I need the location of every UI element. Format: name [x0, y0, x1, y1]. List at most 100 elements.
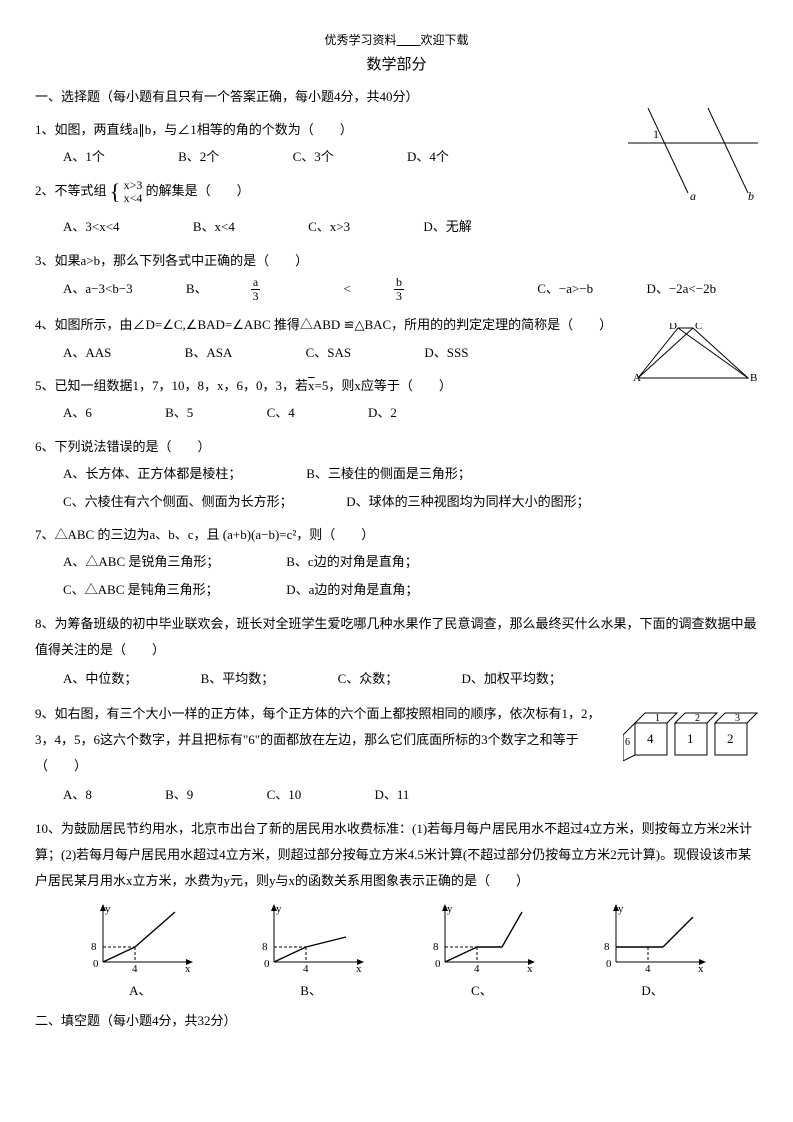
section-1-heading: 一、选择题（每小题有且只有一个答案正确，每小题4分，共40分） [35, 85, 758, 108]
svg-text:y: y [105, 903, 111, 915]
q9-opt-d: D、11 [374, 783, 409, 806]
q5-opt-a: A、6 [63, 401, 92, 424]
q2-opt-d: D、无解 [423, 215, 471, 238]
question-4: 4、如图所示，由∠D=∠C,∠BAD=∠ABC 推得△ABD ≌△BAC，所用的… [35, 313, 758, 364]
header-note: 优秀学习资料 欢迎下载 [35, 30, 758, 52]
q8-text: 8、为筹备班级的初中毕业联欢会，班长对全班学生爱吃哪几种水果作了民意调查，那么最… [35, 611, 758, 663]
svg-text:x: x [698, 963, 704, 972]
q10-opt-a: A、 [85, 979, 195, 1002]
q2-opt-b: B、x<4 [193, 215, 235, 238]
q1-opt-a: A、1个 [63, 145, 105, 168]
q4-opt-c: C、SAS [306, 341, 352, 364]
q3-opt-d: D、−2a<−2b [646, 277, 716, 300]
q8-opt-c: C、众数； [338, 667, 399, 690]
svg-text:0: 0 [606, 958, 612, 970]
q3-options: A、a−3<b−3 B、 a3 < b3 C、−a>−b D、−2a<−2b [63, 276, 758, 303]
q10-graph-c: y x 0 8 4 [427, 902, 537, 972]
q2-ineq1: x>3 [124, 179, 143, 192]
svg-text:2: 2 [695, 713, 700, 724]
section-2-heading: 二、填空题（每小题4分，共32分） [35, 1009, 758, 1032]
svg-text:3: 3 [735, 713, 740, 724]
question-1: 1、如图，两直线a∥b，与∠1相等的角的个数为（ ） A、1个 B、2个 C、3… [35, 118, 758, 169]
q10-graph-d: y x 0 8 4 [598, 902, 708, 972]
q6-opt-d: D、球体的三种视图均为同样大小的图形； [346, 490, 589, 513]
q7-opt-d: D、a边的对角是直角； [286, 578, 486, 601]
q10-opt-d: D、 [598, 979, 708, 1002]
q2-ineq2: x<4 [124, 192, 143, 205]
q10-opt-b: B、 [256, 979, 366, 1002]
svg-text:x: x [356, 963, 362, 972]
svg-text:0: 0 [435, 958, 441, 970]
question-10: 10、为鼓励居民节约用水，北京市出台了新的居民用水收费标准：(1)若每月每户居民… [35, 816, 758, 1003]
svg-text:C: C [695, 323, 702, 332]
q1-opt-d: D、4个 [407, 145, 449, 168]
q3-opt-a: A、a−3<b−3 [63, 277, 133, 300]
question-3: 3、如果a>b，那么下列各式中正确的是（ ） A、a−3<b−3 B、 a3 <… [35, 249, 758, 304]
q2-suffix: 的解集是（ ） [146, 183, 250, 198]
q9-opt-b: B、9 [165, 783, 193, 806]
q7-opt-c: C、△ABC 是钝角三角形； [63, 578, 243, 601]
svg-text:8: 8 [604, 941, 610, 953]
svg-text:x: x [527, 963, 533, 972]
q6-options: A、长方体、正方体都是棱柱； B、三棱住的侧面是三角形； C、六棱住有六个侧面、… [63, 462, 758, 513]
svg-text:2: 2 [727, 731, 734, 746]
q2-options: A、3<x<4 B、x<4 C、x>3 D、无解 [63, 215, 758, 238]
q5-options: A、6 B、5 C、4 D、2 [63, 401, 758, 424]
svg-text:0: 0 [264, 958, 270, 970]
question-8: 8、为筹备班级的初中毕业联欢会，班长对全班学生爱吃哪几种水果作了民意调查，那么最… [35, 611, 758, 690]
svg-text:4: 4 [647, 731, 654, 746]
q5-opt-b: B、5 [165, 401, 193, 424]
question-9: 9、如右图，有三个大小一样的正方体，每个正方体的六个面上都按照相同的顺序，依次标… [35, 701, 758, 806]
svg-text:x: x [185, 963, 191, 972]
q2-opt-c: C、x>3 [308, 215, 350, 238]
q7-opt-b: B、c边的对角是直角； [286, 550, 486, 573]
svg-text:D: D [669, 323, 677, 332]
q10-graphs: y x 0 8 4 A、 y x 0 8 4 B、 [55, 902, 738, 1003]
brace-icon: { [110, 182, 121, 202]
q9-options: A、8 B、9 C、10 D、11 [63, 783, 758, 806]
q5-prefix: 5、已知一组数据1，7，10，8，x，6，0，3，若 [35, 378, 308, 393]
question-7: 7、△ABC 的三边为a、b、c，且 (a+b)(a−b)=c²，则（ ） A、… [35, 523, 758, 601]
q6-opt-b: B、三棱住的侧面是三角形； [306, 462, 506, 485]
svg-text:8: 8 [91, 941, 97, 953]
question-6: 6、下列说法错误的是（ ） A、长方体、正方体都是棱柱； B、三棱住的侧面是三角… [35, 435, 758, 513]
svg-text:0: 0 [93, 958, 99, 970]
question-2: 2、不等式组 { x>3 x<4 的解集是（ ） A、3<x<4 B、x<4 C… [35, 179, 758, 239]
question-5: 5、已知一组数据1，7，10，8，x，6，0，3，若x=5，则x应等于（ ） A… [35, 374, 758, 425]
svg-text:y: y [447, 903, 453, 915]
q2-opt-a: A、3<x<4 [63, 215, 120, 238]
svg-text:y: y [276, 903, 282, 915]
q4-opt-a: A、AAS [63, 341, 111, 364]
q6-text: 6、下列说法错误的是（ ） [35, 435, 758, 458]
q1-opt-b: B、2个 [178, 145, 219, 168]
q10-graph-b: y x 0 8 4 [256, 902, 366, 972]
svg-text:1: 1 [655, 713, 660, 724]
svg-text:4: 4 [474, 963, 480, 972]
q9-opt-c: C、10 [267, 783, 302, 806]
svg-text:6: 6 [625, 737, 630, 748]
q4-opt-b: B、ASA [185, 341, 233, 364]
q6-opt-c: C、六棱住有六个侧面、侧面为长方形； [63, 490, 303, 513]
q3-opt-c: C、−a>−b [537, 277, 593, 300]
svg-text:4: 4 [645, 963, 651, 972]
q7-opt-a: A、△ABC 是锐角三角形； [63, 550, 243, 573]
q7-options: A、△ABC 是锐角三角形； B、c边的对角是直角； C、△ABC 是钝角三角形… [63, 550, 758, 601]
q6-opt-a: A、长方体、正方体都是棱柱； [63, 462, 263, 485]
svg-text:8: 8 [262, 941, 268, 953]
q9-opt-a: A、8 [63, 783, 92, 806]
q8-opt-b: B、平均数； [201, 667, 275, 690]
q7-text: 7、△ABC 的三边为a、b、c，且 (a+b)(a−b)=c²，则（ ） [35, 523, 758, 546]
q10-opt-c: C、 [427, 979, 537, 1002]
q5-eq: =5 [315, 378, 329, 393]
q2-prefix: 2、不等式组 [35, 183, 107, 198]
q8-opt-a: A、中位数； [63, 667, 137, 690]
svg-text:1: 1 [687, 731, 694, 746]
q1-opt-c: C、3个 [293, 145, 334, 168]
q10-text: 10、为鼓励居民节约用水，北京市出台了新的居民用水收费标准：(1)若每月每户居民… [35, 816, 758, 894]
q5-opt-d: D、2 [368, 401, 397, 424]
q3-text: 3、如果a>b，那么下列各式中正确的是（ ） [35, 249, 758, 272]
q8-options: A、中位数； B、平均数； C、众数； D、加权平均数； [63, 667, 758, 690]
svg-text:4: 4 [132, 963, 138, 972]
q5-opt-c: C、4 [267, 401, 295, 424]
q8-opt-d: D、加权平均数； [461, 667, 561, 690]
